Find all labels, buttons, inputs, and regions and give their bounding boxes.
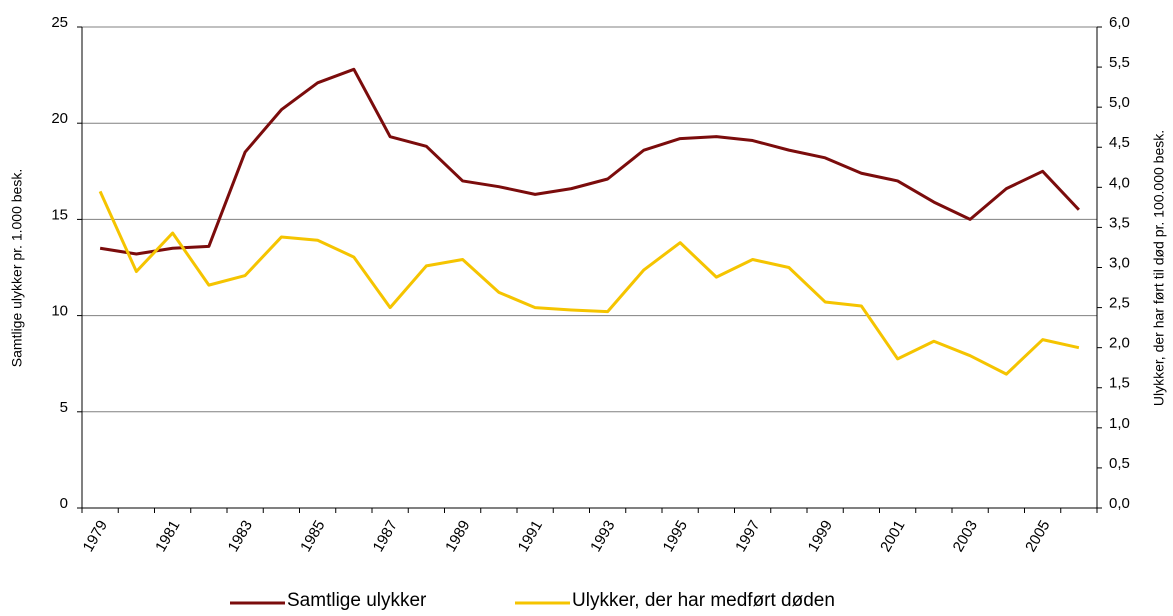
series-line bbox=[98, 190, 1080, 376]
y-axis-label: Samtlige ulykker pr. 1.000 besk. bbox=[9, 169, 25, 367]
x-tick-label: 1983 bbox=[225, 517, 256, 554]
y2-tick-label: 3,0 bbox=[1109, 254, 1130, 271]
x-tick-label: 1989 bbox=[442, 517, 473, 554]
x-tick-label: 2005 bbox=[1022, 517, 1053, 554]
x-tick-label: 2001 bbox=[877, 517, 908, 554]
y-tick-label: 25 bbox=[51, 14, 68, 31]
y2-tick-label: 1,0 bbox=[1109, 415, 1130, 432]
x-tick-label: 1993 bbox=[587, 517, 618, 554]
y2-axis-label: Ulykker, der har ført til død pr. 100.00… bbox=[1151, 130, 1167, 406]
y2-tick-label: 4,5 bbox=[1109, 134, 1130, 151]
legend-text: Samtlige ulykker bbox=[287, 590, 427, 611]
x-tick-label: 1979 bbox=[80, 517, 111, 554]
y2-tick-label: 5,5 bbox=[1109, 54, 1130, 71]
x-tick-label: 1995 bbox=[660, 517, 691, 554]
x-tick-label: 1981 bbox=[152, 517, 183, 554]
y-tick-label: 10 bbox=[51, 303, 68, 320]
y-tick-label: 5 bbox=[60, 399, 68, 416]
series-line bbox=[99, 67, 1080, 256]
y2-tick-label: 4,0 bbox=[1109, 174, 1130, 191]
x-tick-label: 1999 bbox=[805, 517, 836, 554]
y2-tick-label: 0,5 bbox=[1109, 455, 1130, 472]
y2-tick-label: 6,0 bbox=[1109, 14, 1130, 31]
y-tick-label: 20 bbox=[51, 110, 68, 127]
y2-tick-label: 5,0 bbox=[1109, 94, 1130, 111]
y2-tick-label: 2,0 bbox=[1109, 335, 1130, 352]
y2-tick-label: 0,0 bbox=[1109, 495, 1130, 512]
legend-text: Ulykker, der har medført døden bbox=[572, 590, 835, 611]
y2-tick-label: 3,5 bbox=[1109, 214, 1130, 231]
x-tick-label: 1991 bbox=[515, 517, 546, 554]
y2-tick-label: 2,5 bbox=[1109, 295, 1130, 312]
y-tick-label: 15 bbox=[51, 206, 68, 223]
y2-tick-label: 1,5 bbox=[1109, 375, 1130, 392]
y-tick-label: 0 bbox=[60, 495, 68, 512]
x-tick-label: 1987 bbox=[370, 517, 401, 554]
x-tick-label: 1985 bbox=[297, 517, 328, 554]
x-tick-label: 2003 bbox=[950, 517, 981, 554]
x-tick-label: 1997 bbox=[732, 517, 763, 554]
